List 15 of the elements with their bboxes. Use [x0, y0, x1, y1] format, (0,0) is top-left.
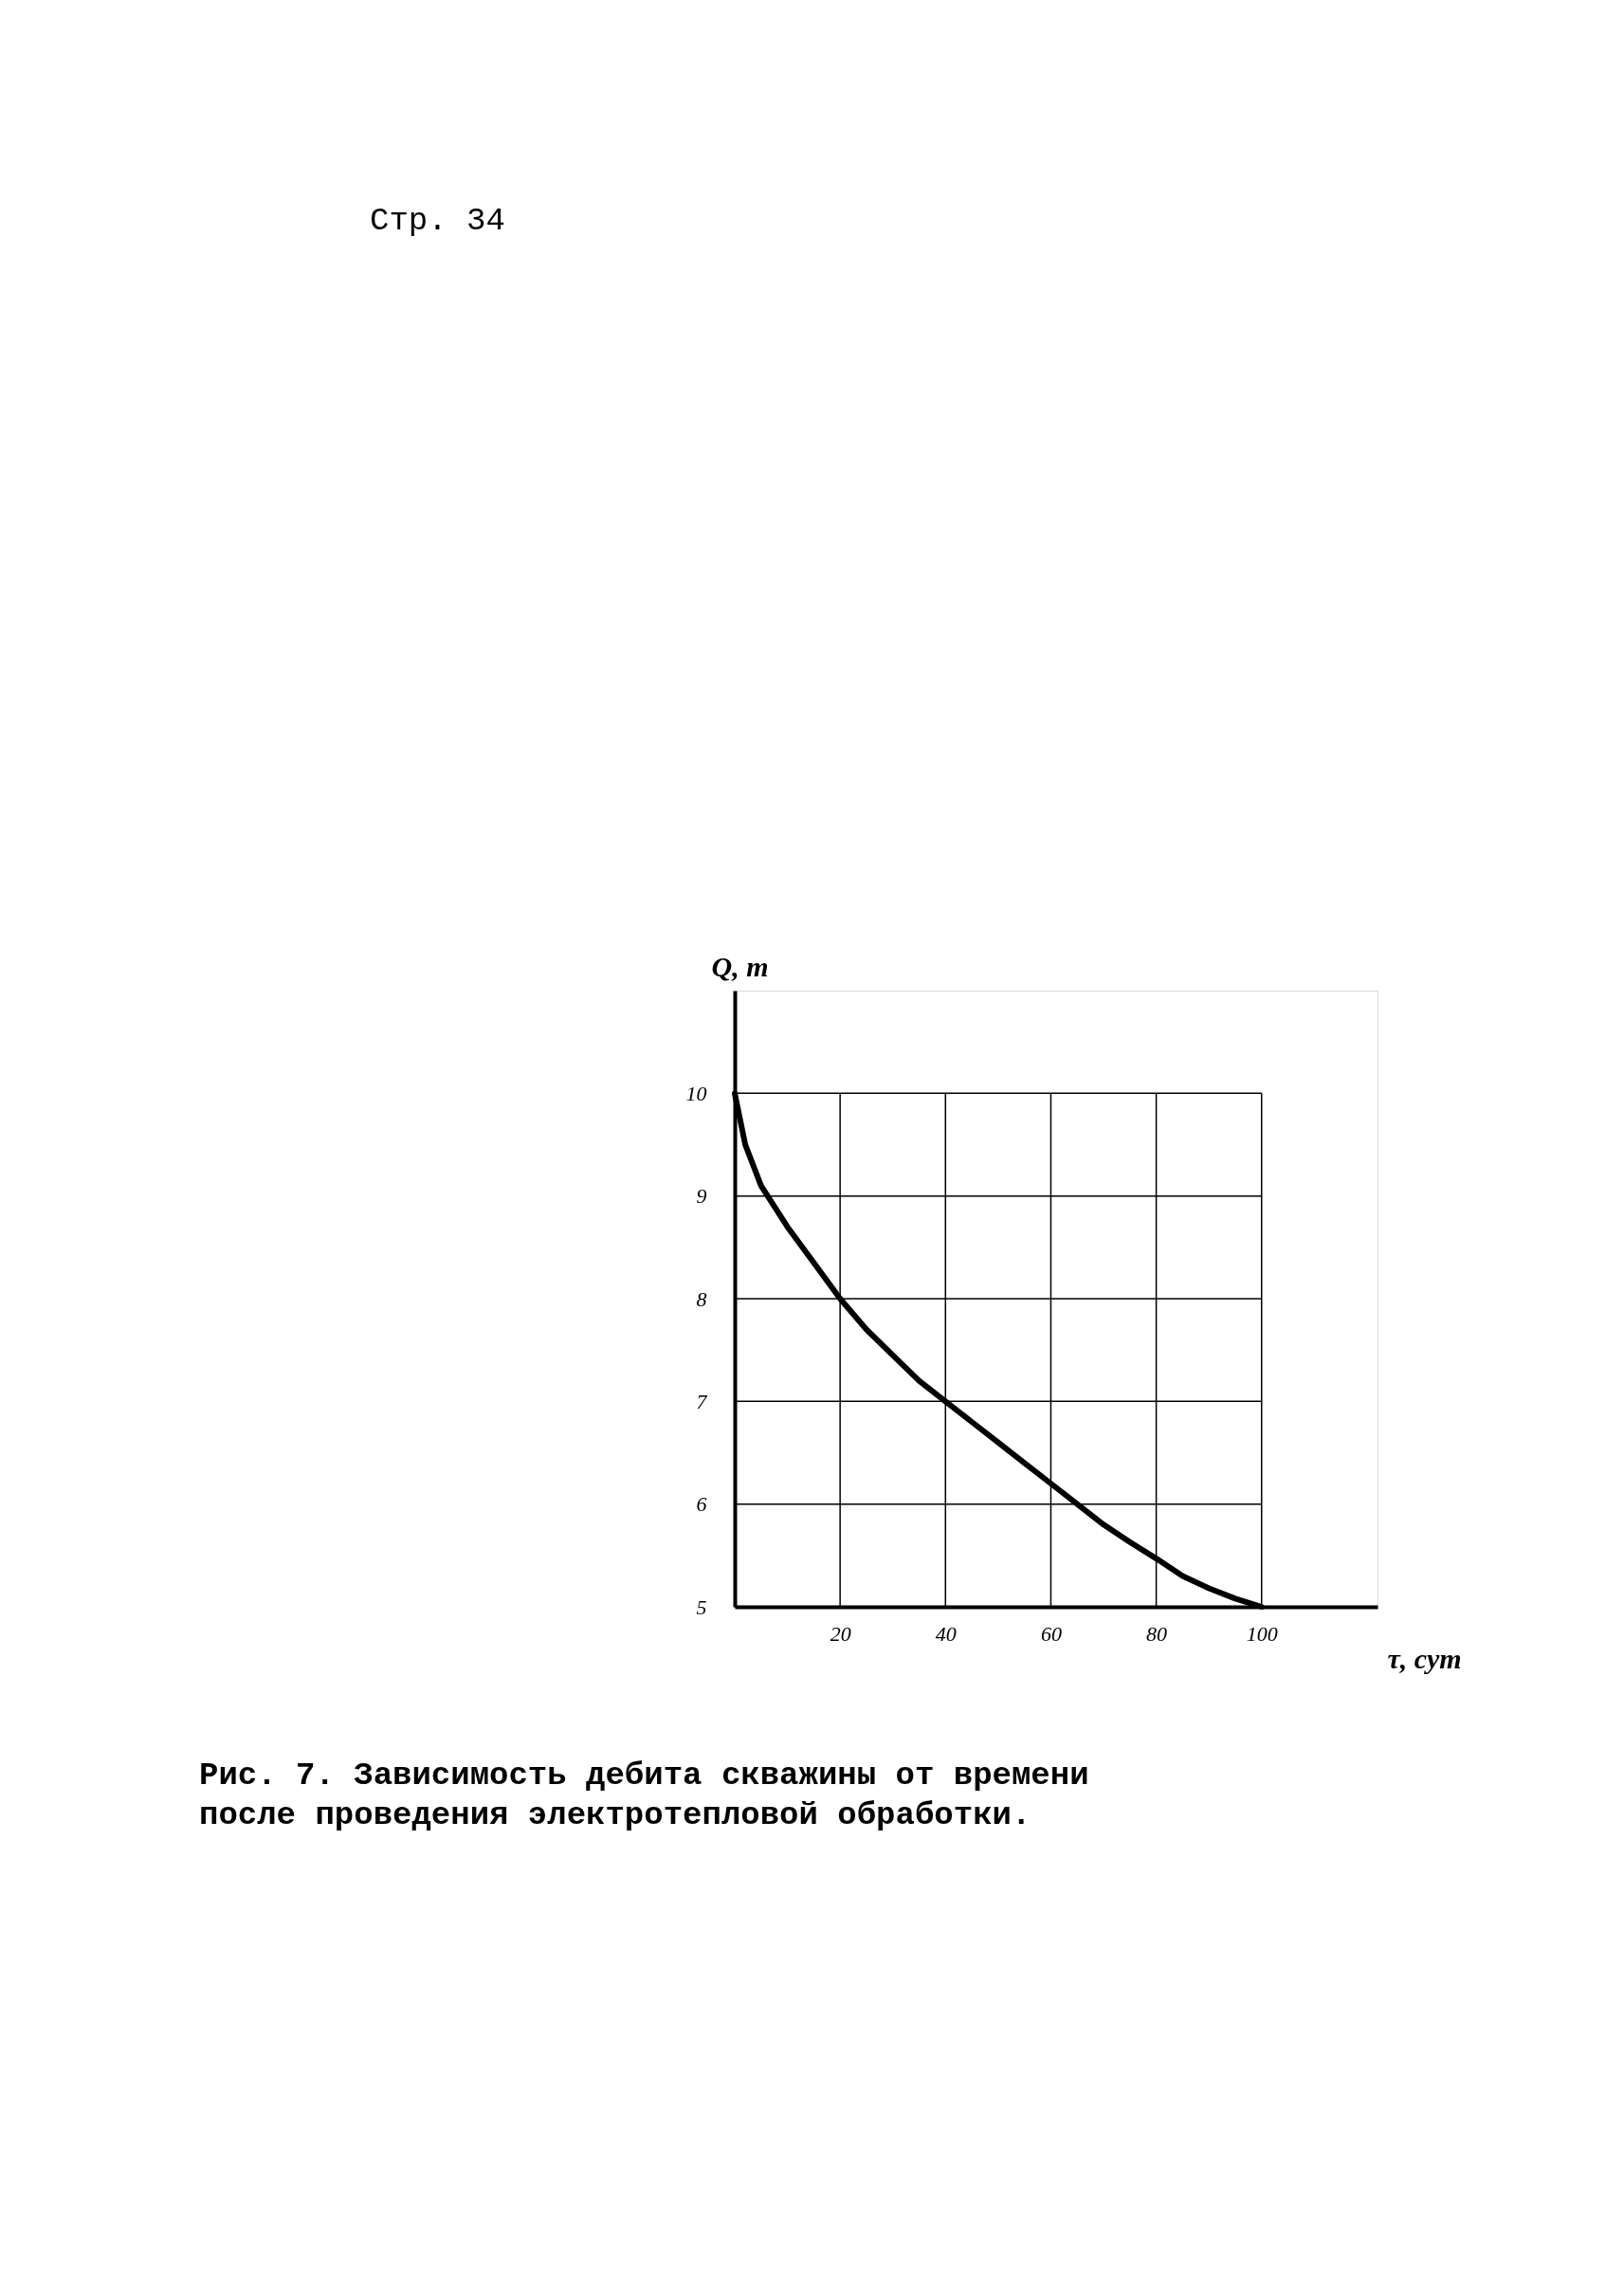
x-tick-label: 20 — [830, 1621, 851, 1646]
y-tick-label: 5 — [696, 1594, 707, 1619]
text: Стр. 34 — [370, 203, 505, 239]
y-tick-label: 6 — [696, 1492, 707, 1517]
x-tick-label: 60 — [1040, 1621, 1062, 1646]
y-tick-label: 7 — [696, 1389, 708, 1413]
x-tick-label: 100 — [1246, 1621, 1278, 1646]
x-tick-label: 80 — [1146, 1621, 1168, 1646]
y-tick-label: 8 — [696, 1286, 707, 1311]
y-tick-label: 10 — [685, 1081, 707, 1105]
y-tick-label: 9 — [696, 1184, 707, 1209]
x-axis-title: τ, сут — [1387, 1642, 1462, 1674]
x-tick-label: 40 — [935, 1621, 957, 1646]
y-axis-title: Q, т — [711, 950, 769, 982]
text: Рис. 7. Зависимость дебита скважины от времени после проведения электротепловой обработки. — [199, 1758, 1089, 1833]
